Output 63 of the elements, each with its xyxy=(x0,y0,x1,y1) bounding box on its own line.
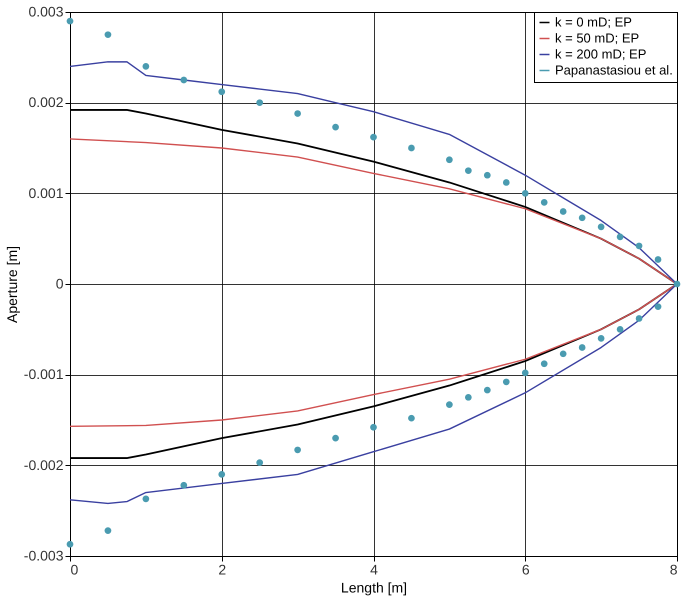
point xyxy=(66,18,74,24)
point xyxy=(484,386,491,394)
point xyxy=(370,134,377,140)
legend-label: k = 50 mD; EP xyxy=(555,30,640,46)
point xyxy=(104,31,112,38)
point xyxy=(256,459,264,466)
point xyxy=(294,110,301,117)
x-tick-label: 8 xyxy=(670,562,678,578)
point xyxy=(654,256,662,263)
point xyxy=(446,401,453,408)
y-tick-label: 0.001 xyxy=(28,184,64,201)
point xyxy=(578,344,586,351)
y-tick-label: -0.002 xyxy=(24,456,64,473)
point xyxy=(218,471,226,478)
legend-label: k = 200 mD; EP xyxy=(555,46,646,62)
point xyxy=(446,156,453,164)
point xyxy=(654,303,662,310)
point xyxy=(408,414,415,422)
point xyxy=(522,370,529,376)
point xyxy=(636,242,642,250)
x-tick-label: 6 xyxy=(522,562,530,578)
x-tick-label: 4 xyxy=(370,562,378,578)
y-tick-label: 0.003 xyxy=(28,4,64,20)
legend-label: k = 0 mD; EP xyxy=(555,14,632,30)
point xyxy=(104,527,112,534)
point xyxy=(180,482,188,489)
point xyxy=(540,199,548,206)
point xyxy=(502,378,510,386)
point xyxy=(180,76,188,84)
legend-label: Papanastasiou et al. xyxy=(555,62,673,78)
point xyxy=(294,446,301,454)
x-axis-title: Length [m] xyxy=(340,580,408,596)
point xyxy=(218,88,226,96)
point xyxy=(370,424,377,431)
point xyxy=(578,214,586,222)
y-tick-label: -0.001 xyxy=(24,366,64,382)
y-tick-label: 0.002 xyxy=(28,94,64,110)
point xyxy=(540,360,548,368)
point xyxy=(484,172,491,179)
point xyxy=(598,335,604,342)
point xyxy=(332,124,339,130)
point xyxy=(464,394,472,401)
point xyxy=(522,190,529,197)
point xyxy=(674,280,680,288)
point xyxy=(502,179,510,186)
point xyxy=(464,167,472,174)
y-tick-label: -0.003 xyxy=(24,548,64,564)
point xyxy=(598,224,604,230)
point xyxy=(332,434,339,442)
point xyxy=(408,144,415,152)
x-tick-label: 0 xyxy=(70,562,78,578)
point xyxy=(560,350,567,358)
point xyxy=(636,315,642,322)
y-axis-title: Aperture [m] xyxy=(4,246,20,324)
point xyxy=(142,496,150,502)
point xyxy=(560,208,567,215)
y-tick-label: 0 xyxy=(56,276,64,292)
point xyxy=(256,99,264,106)
point xyxy=(142,63,150,70)
point xyxy=(616,326,624,333)
point xyxy=(616,234,624,240)
point xyxy=(66,540,74,548)
x-tick-label: 2 xyxy=(218,562,226,578)
